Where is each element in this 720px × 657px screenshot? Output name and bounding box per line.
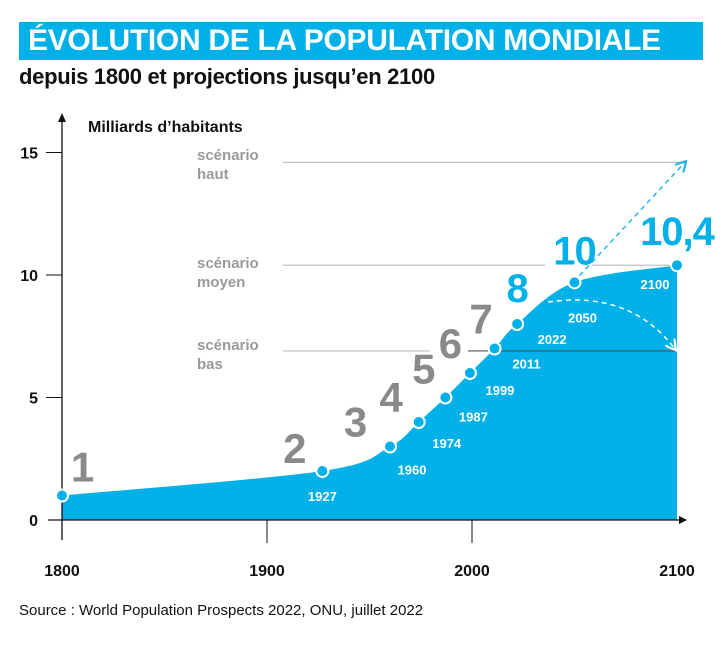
year-label: 1987	[459, 410, 488, 425]
scenario-label: scénario	[197, 337, 259, 354]
milestone-label: 7	[469, 296, 491, 343]
chart-title: ÉVOLUTION DE LA POPULATION MONDIALE	[19, 22, 703, 60]
year-label: 1974	[432, 436, 462, 451]
data-point	[510, 317, 525, 331]
y-tick-label: 5	[29, 391, 38, 408]
source-note: Source : World Population Prospects 2022…	[19, 602, 424, 619]
data-point	[411, 415, 426, 429]
milestone-label: 10,4	[640, 210, 716, 254]
year-label: 1927	[308, 489, 337, 504]
scenario-label: scénario	[197, 147, 259, 164]
data-point	[670, 258, 684, 273]
milestone-label: 5	[412, 346, 435, 393]
data-point	[567, 275, 582, 290]
chart-subtitle: depuis 1800 et projections jusqu’en 2100	[19, 64, 435, 89]
milestone-label: 2	[283, 425, 305, 472]
x-tick-label: 1800	[44, 563, 80, 580]
x-axis-arrow-icon	[679, 516, 687, 524]
year-label: 2022	[538, 332, 567, 347]
data-point	[55, 488, 69, 503]
year-label: 2011	[512, 357, 540, 372]
population-area	[62, 265, 677, 520]
scenario-label: bas	[197, 356, 223, 373]
milestone-label: 3	[344, 399, 366, 446]
milestone-label: 4	[380, 374, 404, 421]
y-tick-label: 10	[20, 268, 38, 285]
y-tick-label: 0	[29, 513, 38, 530]
data-point	[383, 439, 397, 454]
data-point	[438, 390, 453, 405]
data-point	[462, 366, 477, 380]
population-chart: scénario haut scénario moyen scénario bas Mill…	[20, 113, 717, 580]
year-label: 2050	[568, 310, 597, 325]
milestone-label: 8	[506, 267, 528, 311]
x-tick-label: 2000	[454, 563, 490, 580]
milestone-label: 6	[439, 320, 461, 367]
x-tick-label: 1900	[249, 563, 285, 580]
milestone-label: 10	[553, 229, 596, 273]
year-label: 1999	[485, 383, 514, 398]
y-axis-label: Milliards d’habitants	[88, 119, 243, 136]
scenario-label: haut	[197, 166, 229, 183]
year-label: 1960	[398, 463, 427, 478]
year-label: 2100	[641, 277, 670, 292]
y-axis-arrow-icon	[58, 113, 66, 122]
y-tick-label: 15	[20, 146, 38, 163]
low-scenario-arrow	[547, 299, 675, 349]
data-point	[315, 464, 330, 478]
milestone-label: 1	[71, 444, 94, 491]
data-point	[487, 341, 502, 356]
scenario-label: scénario	[197, 255, 259, 272]
x-tick-label: 2100	[659, 563, 695, 580]
scenario-label: moyen	[197, 274, 245, 291]
